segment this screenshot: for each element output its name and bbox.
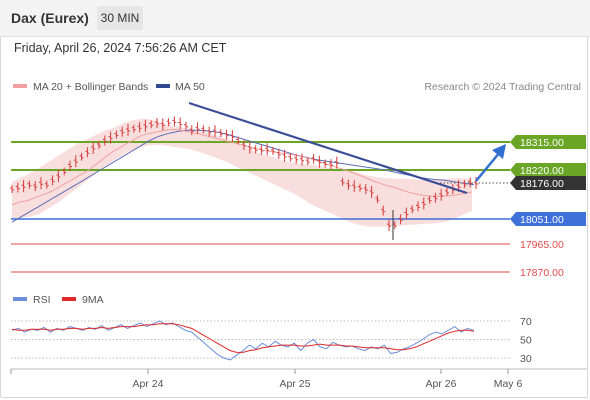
- projection-arrow-shaft: [475, 151, 501, 182]
- x-tick-label: Apr 24: [133, 378, 164, 390]
- rsi-line: [11, 320, 475, 361]
- x-tick-label: Apr 26: [426, 378, 457, 390]
- bollinger-legend-label: MA 20 + Bollinger Bands: [33, 81, 148, 93]
- rsi-tick-30: 30: [520, 353, 532, 365]
- bollinger-band: [12, 118, 472, 227]
- level-label-18220.00: 18220.00: [520, 165, 564, 177]
- ma50-line: [11, 129, 475, 223]
- ma50-legend-label: MA 50: [175, 81, 205, 93]
- bollinger-legend-swatch: [13, 84, 27, 88]
- level-tag-18220.00: [510, 163, 586, 177]
- rsi-plot: 70 50 30: [11, 316, 532, 365]
- projection-arrow-head: [492, 144, 506, 159]
- rsi-ma-legend-label: 9MA: [82, 294, 104, 306]
- rsi-ma-line: [11, 323, 475, 353]
- rsi-legend-label: RSI: [33, 294, 51, 306]
- level-label-18315.00: 18315.00: [520, 137, 564, 149]
- x-tick-label: Apr 25: [280, 378, 311, 390]
- level-label-17965.00: 17965.00: [520, 239, 564, 251]
- rsi-tick-50: 50: [520, 335, 532, 347]
- timeframe-tab[interactable]: 30 MIN: [97, 6, 143, 30]
- x-tick-label: May 6: [494, 378, 523, 390]
- rsi-ma-legend-swatch: [62, 297, 76, 301]
- level-label-18176.00: 18176.00: [520, 178, 564, 190]
- header-bar: Dax (Eurex) 30 MIN: [0, 0, 590, 37]
- rsi-legend-swatch: [13, 297, 27, 301]
- x-axis: Apr 24 Apr 25 Apr 26 May 6: [10, 368, 587, 390]
- level-tag-18051.00: [510, 212, 586, 226]
- ma20-line: [11, 128, 473, 206]
- timestamp: Friday, April 26, 2024 7:56:26 AM CET: [14, 41, 227, 55]
- trendline: [188, 101, 468, 195]
- source-credit: Research © 2024 Trading Central: [424, 81, 581, 93]
- ma50-legend-swatch: [156, 84, 170, 88]
- level-tag-18315.00: [510, 135, 586, 149]
- level-label-17870.00: 17870.00: [520, 267, 564, 279]
- instrument-title: Dax (Eurex): [11, 10, 89, 26]
- level-tag-18176.00: [510, 176, 586, 190]
- level-label-18051.00: 18051.00: [520, 214, 564, 226]
- rsi-tick-70: 70: [520, 316, 532, 328]
